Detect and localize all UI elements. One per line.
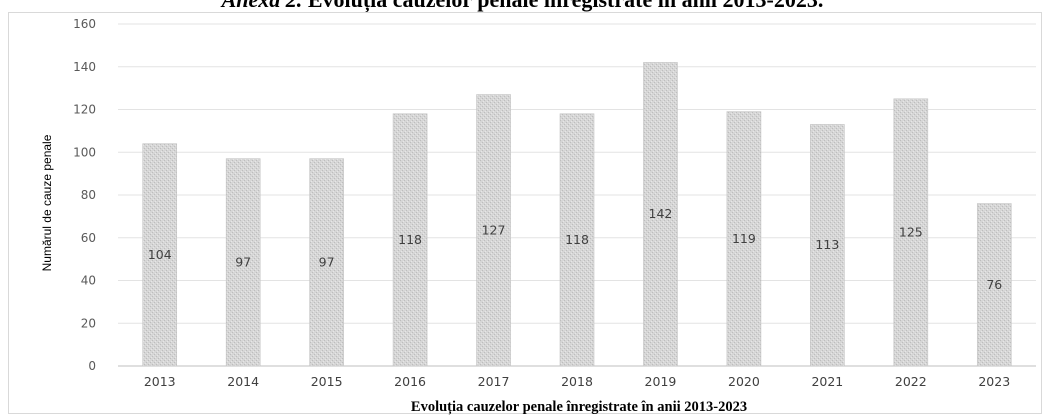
chart-title-text: Evoluția cauzelor penale înregistrate în… [308, 0, 824, 12]
bar [225, 158, 261, 367]
bar [392, 113, 428, 367]
y-tick-label: 160 [73, 17, 96, 31]
y-tick-label: 0 [88, 359, 96, 373]
bar-value-label: 118 [565, 232, 589, 247]
bar-value-label: 97 [235, 254, 251, 269]
bar [142, 143, 178, 367]
bar-value-label: 125 [899, 224, 923, 239]
y-tick-label: 120 [73, 103, 96, 117]
y-tick-label: 20 [81, 316, 96, 330]
y-axis-title: Numărul de cauze penale [40, 134, 54, 271]
y-tick-label: 100 [73, 145, 96, 159]
x-tick-label: 2013 [144, 374, 176, 389]
bar-value-label: 127 [482, 222, 506, 237]
x-axis-title: Evoluția cauzelor penale înregistrate în… [411, 399, 747, 415]
bar-value-label: 119 [732, 231, 756, 246]
bar-value-label: 76 [986, 277, 1002, 292]
x-tick-label: 2023 [978, 374, 1010, 389]
bar [643, 62, 678, 367]
bar-value-label: 104 [148, 247, 172, 262]
bar-value-label: 142 [649, 206, 673, 221]
x-tick-label: 2020 [728, 374, 760, 389]
bars: 104 97 97 118 127 118 142 119 113 125 76 [142, 62, 1012, 367]
y-tick-label: 40 [81, 274, 96, 288]
bar-value-label: 118 [398, 232, 422, 247]
x-axis-ticks: 2013 2014 2015 2016 2017 2018 2019 2020 2021 2022… [144, 374, 1010, 389]
chart-title-prefix: Anexa 2. [222, 0, 303, 12]
y-tick-label: 80 [81, 188, 96, 202]
bar [810, 124, 845, 367]
x-tick-label: 2017 [478, 374, 510, 389]
x-tick-label: 2015 [311, 374, 343, 389]
y-tick-label: 60 [81, 231, 96, 245]
chart-title: Anexa 2. Evoluția cauzelor penale înregi… [0, 0, 1045, 13]
x-tick-label: 2018 [561, 374, 593, 389]
bar-value-label: 97 [319, 254, 335, 269]
y-axis-ticks: 0 20 40 60 80 100 120 140 160 [73, 17, 96, 373]
bar [976, 203, 1012, 367]
bar [893, 98, 929, 367]
x-tick-label: 2016 [394, 374, 426, 389]
bar [476, 94, 511, 367]
x-tick-label: 2019 [645, 374, 677, 389]
x-tick-label: 2014 [227, 374, 259, 389]
bar [559, 113, 595, 367]
x-tick-label: 2021 [811, 374, 843, 389]
chart-frame [8, 12, 1042, 414]
bar [726, 111, 762, 367]
y-tick-label: 140 [73, 60, 96, 74]
x-tick-label: 2022 [895, 374, 927, 389]
bar-value-label: 113 [815, 237, 839, 252]
bar [309, 158, 344, 367]
